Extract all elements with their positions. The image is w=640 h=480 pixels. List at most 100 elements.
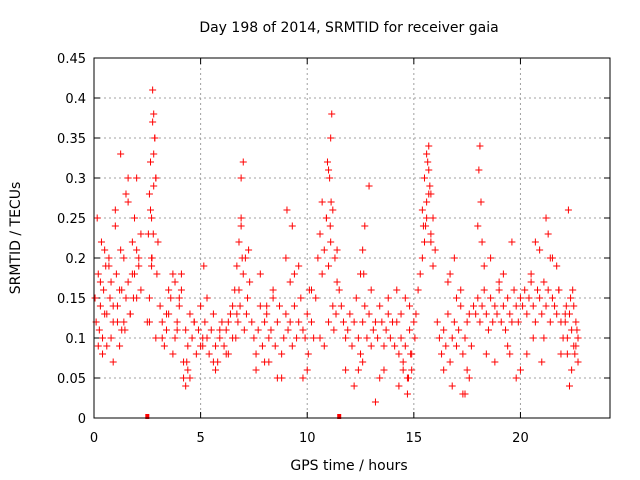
data-point bbox=[242, 310, 250, 318]
data-point bbox=[117, 246, 125, 254]
data-point bbox=[128, 238, 136, 246]
data-point bbox=[97, 238, 105, 246]
data-point bbox=[352, 294, 360, 302]
data-point bbox=[269, 286, 277, 294]
data-point bbox=[323, 158, 331, 166]
data-point bbox=[307, 286, 315, 294]
data-point bbox=[109, 358, 117, 366]
baseline-markers bbox=[145, 414, 342, 419]
x-tick-label: 5 bbox=[196, 431, 204, 446]
data-point bbox=[502, 326, 510, 334]
data-point bbox=[423, 150, 431, 158]
data-point bbox=[99, 350, 107, 358]
data-point bbox=[165, 286, 173, 294]
data-point bbox=[244, 294, 252, 302]
data-point bbox=[504, 342, 512, 350]
data-point bbox=[574, 334, 582, 342]
x-tick-label: 20 bbox=[512, 431, 529, 446]
data-point bbox=[365, 182, 373, 190]
data-point bbox=[235, 238, 243, 246]
data-point bbox=[149, 118, 157, 126]
data-point bbox=[162, 310, 170, 318]
data-point bbox=[416, 270, 424, 278]
tick-labels: 0 0.05 0.1 0.15 0.2 0.25 0.3 0.35 0.4 0.45 0 5 10 15 2… bbox=[57, 52, 529, 446]
baseline-marker bbox=[145, 414, 150, 419]
data-point bbox=[572, 318, 580, 326]
data-point bbox=[359, 358, 367, 366]
data-point bbox=[154, 238, 162, 246]
data-point bbox=[284, 326, 292, 334]
data-point bbox=[420, 174, 428, 182]
grid-lines bbox=[94, 58, 610, 418]
y-axis-label: SRMTID / TECUs bbox=[8, 182, 24, 295]
data-point bbox=[427, 238, 435, 246]
data-point bbox=[563, 334, 571, 342]
data-point bbox=[224, 318, 232, 326]
data-point bbox=[408, 366, 416, 374]
data-point bbox=[378, 318, 386, 326]
data-point bbox=[476, 142, 484, 150]
data-point bbox=[246, 278, 254, 286]
data-point bbox=[303, 366, 311, 374]
data-point bbox=[314, 254, 322, 262]
data-point bbox=[452, 342, 460, 350]
data-point bbox=[562, 302, 570, 310]
data-point bbox=[480, 286, 488, 294]
data-point bbox=[470, 302, 478, 310]
data-point bbox=[506, 310, 514, 318]
data-point bbox=[254, 326, 262, 334]
data-point bbox=[250, 334, 258, 342]
data-point bbox=[194, 326, 202, 334]
data-point bbox=[553, 310, 561, 318]
data-points bbox=[91, 86, 582, 406]
data-point bbox=[544, 230, 552, 238]
y-tick-label: 0.1 bbox=[65, 332, 86, 347]
data-point bbox=[330, 326, 338, 334]
data-point bbox=[523, 350, 531, 358]
data-point bbox=[135, 262, 143, 270]
data-point bbox=[442, 342, 450, 350]
data-point bbox=[182, 326, 190, 334]
data-point bbox=[235, 286, 243, 294]
data-point bbox=[397, 310, 405, 318]
x-axis-label: GPS time / hours bbox=[290, 458, 407, 474]
data-point bbox=[512, 302, 520, 310]
data-point bbox=[384, 294, 392, 302]
data-point bbox=[427, 190, 435, 198]
data-point bbox=[226, 310, 234, 318]
data-point bbox=[238, 254, 246, 262]
y-tick-label: 0.15 bbox=[57, 292, 86, 307]
data-point bbox=[124, 174, 132, 182]
data-point bbox=[333, 246, 341, 254]
data-point bbox=[367, 342, 375, 350]
data-point bbox=[107, 334, 115, 342]
chart-title: Day 198 of 2014, SRMTID for receiver gai… bbox=[199, 20, 498, 36]
data-point bbox=[350, 318, 358, 326]
data-point bbox=[145, 294, 153, 302]
data-point bbox=[360, 270, 368, 278]
data-point bbox=[397, 334, 405, 342]
data-point bbox=[312, 294, 320, 302]
data-point bbox=[418, 206, 426, 214]
data-point bbox=[516, 366, 524, 374]
data-point bbox=[283, 206, 291, 214]
data-point bbox=[95, 326, 103, 334]
data-point bbox=[96, 302, 104, 310]
data-point bbox=[380, 366, 388, 374]
data-point bbox=[450, 254, 458, 262]
data-point bbox=[327, 134, 335, 142]
data-point bbox=[433, 318, 441, 326]
data-point bbox=[148, 254, 156, 262]
data-point bbox=[222, 326, 230, 334]
data-point bbox=[109, 302, 117, 310]
data-point bbox=[248, 318, 256, 326]
data-point bbox=[148, 262, 156, 270]
data-point bbox=[480, 262, 488, 270]
data-point bbox=[197, 302, 205, 310]
data-point bbox=[304, 350, 312, 358]
data-point bbox=[216, 334, 224, 342]
data-point bbox=[121, 326, 129, 334]
data-point bbox=[237, 174, 245, 182]
x-tick-label: 15 bbox=[406, 431, 423, 446]
data-point bbox=[205, 350, 213, 358]
